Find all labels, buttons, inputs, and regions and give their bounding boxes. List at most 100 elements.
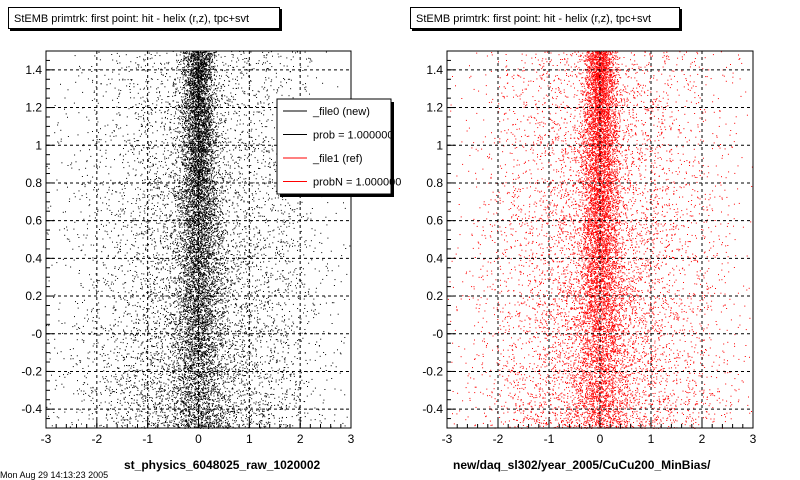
left-scatter-point [129,392,131,394]
left-scatter-point [233,239,234,241]
left-scatter-point [173,365,175,367]
left-scatter-point [191,414,193,416]
left-scatter-point [192,269,194,271]
left-scatter-point [175,252,177,254]
left-scatter-point [194,77,196,79]
left-scatter-point [199,333,201,335]
left-scatter-point [325,365,327,367]
left-scatter-point [148,113,150,115]
left-scatter-point [177,353,179,355]
left-scatter-point [214,213,216,215]
left-scatter-point [133,374,135,376]
left-scatter-point [208,262,210,264]
left-scatter-point [216,372,218,374]
left-scatter-point [203,283,205,285]
left-scatter-point [193,234,194,236]
left-scatter-point [213,408,215,410]
left-scatter-point [234,283,236,285]
left-scatter-point [183,110,185,112]
left-scatter-point [246,278,248,280]
left-scatter-point [74,325,76,327]
left-scatter-point [227,426,229,428]
left-scatter-point [177,391,179,392]
left-scatter-point [184,98,186,100]
left-scatter-point [133,365,135,366]
left-scatter-point [110,139,112,141]
left-scatter-point [196,188,198,190]
left-scatter-point [188,236,190,237]
left-scatter-point [204,328,206,329]
left-scatter-point [188,147,189,149]
left-scatter-point [244,297,246,299]
left-scatter-point [190,395,192,397]
left-scatter-point [275,381,277,383]
left-scatter-point [178,339,180,341]
left-scatter-point [193,315,194,317]
left-scatter-point [268,380,270,382]
left-scatter-point [53,412,55,413]
left-scatter-point [177,174,179,176]
left-scatter-point [217,311,218,313]
left-scatter-point [187,72,189,74]
left-scatter-point [266,395,267,397]
left-scatter-point [180,123,181,125]
left-scatter-point [186,150,188,152]
left-scatter-point [223,256,225,258]
left-scatter-point [174,198,176,199]
left-scatter-point [203,151,205,153]
left-scatter-point [176,334,178,336]
left-scatter-point [273,164,275,166]
left-scatter-point [157,223,159,224]
left-scatter-point [268,152,270,154]
left-scatter-point [232,294,234,296]
left-scatter-point [253,197,255,199]
left-scatter-point [183,129,185,131]
left-scatter-point [127,224,129,226]
left-scatter-point [166,324,168,326]
left-scatter-point [143,100,145,102]
left-scatter-point [223,382,225,384]
left-scatter-point [190,351,192,353]
left-scatter-point [175,259,177,261]
left-scatter-point [184,205,186,207]
left-scatter-point [343,202,344,204]
left-scatter-point [203,76,205,77]
left-scatter-point [237,104,239,106]
left-scatter-point [181,397,183,399]
left-scatter-point [154,248,156,250]
left-scatter-point [234,377,235,379]
left-scatter-point [258,143,260,145]
left-scatter-point [206,153,208,155]
left-scatter-point [291,325,293,327]
left-scatter-point [185,106,187,108]
left-scatter-point [241,71,243,73]
left-scatter-point [214,272,215,274]
left-scatter-point [123,416,125,418]
left-scatter-point [64,376,66,378]
left-scatter-point [138,318,140,320]
left-scatter-point [209,337,211,339]
left-scatter-point [274,346,276,348]
left-scatter-point [188,369,190,371]
left-scatter-point [296,51,298,53]
left-scatter-point [179,412,181,414]
left-scatter-point [186,243,188,245]
left-scatter-point [232,293,233,295]
left-scatter-point [190,129,192,131]
left-scatter-point [129,421,131,423]
left-scatter-point [271,137,273,139]
left-scatter-point [207,361,209,363]
left-scatter-point [218,82,220,84]
left-scatter-point [134,113,136,115]
left-scatter-point [173,396,175,398]
left-scatter-point [228,271,230,273]
left-scatter-point [260,215,262,217]
left-scatter-point [187,121,189,123]
left-scatter-point [124,372,126,374]
left-scatter-point [229,181,231,183]
left-scatter-point [260,261,261,263]
left-scatter-point [185,189,187,191]
left-scatter-point [126,252,128,254]
left-scatter-point [256,97,258,98]
left-scatter-point [151,189,153,191]
